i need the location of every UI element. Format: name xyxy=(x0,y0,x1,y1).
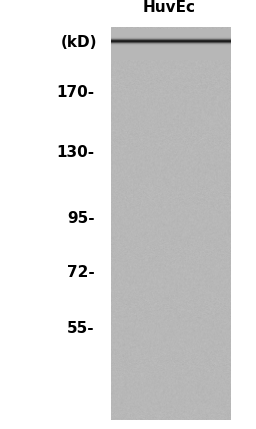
Text: HuvEc: HuvEc xyxy=(142,0,196,15)
Text: (kD): (kD) xyxy=(61,36,98,50)
Text: 130-: 130- xyxy=(57,145,95,160)
Text: 95-: 95- xyxy=(67,211,95,226)
Text: 55-: 55- xyxy=(67,321,95,335)
Text: 170-: 170- xyxy=(57,85,95,100)
Text: 72-: 72- xyxy=(67,265,95,280)
